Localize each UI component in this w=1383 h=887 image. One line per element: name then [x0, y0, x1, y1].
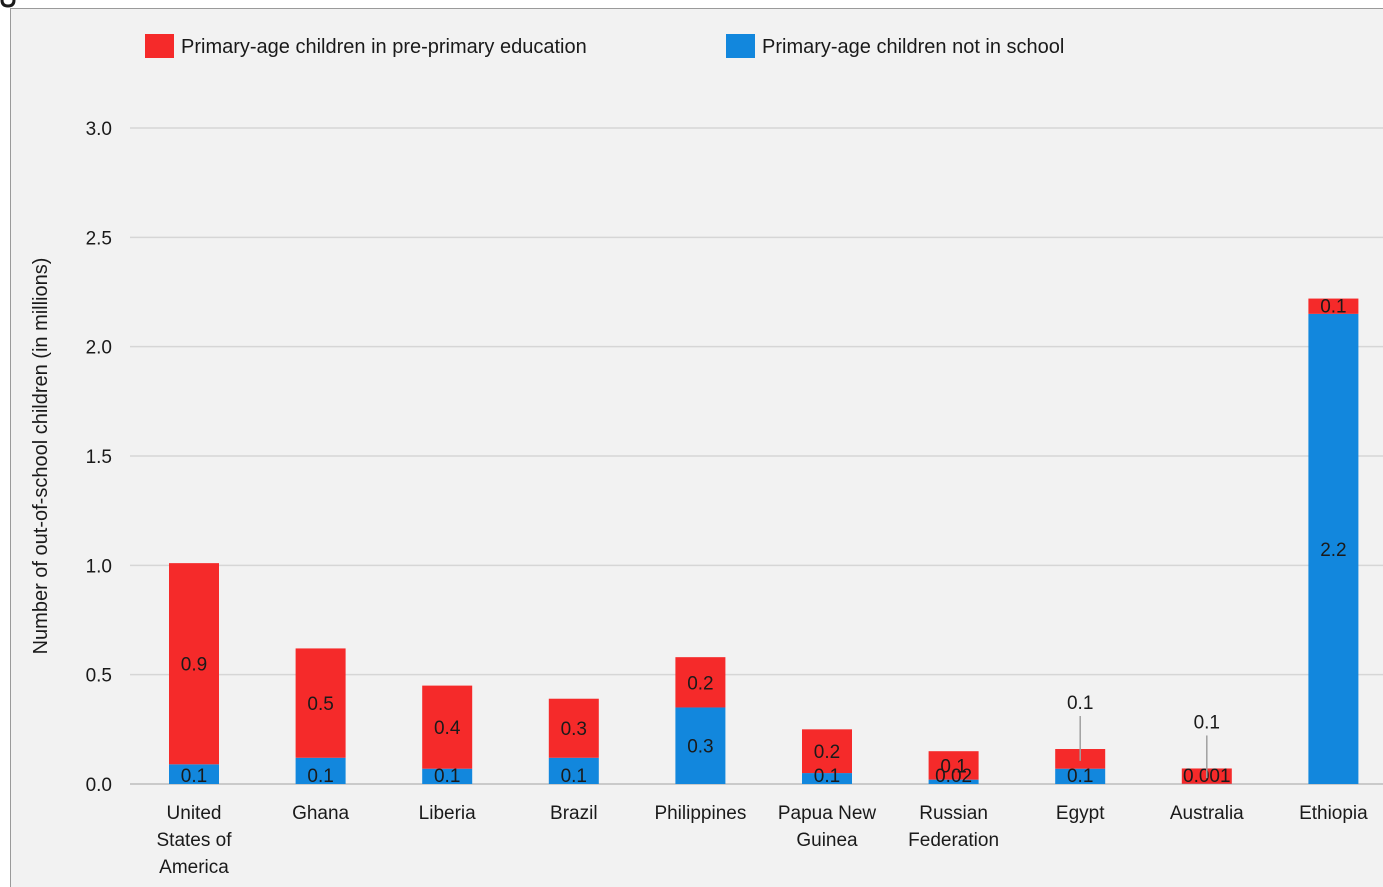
y-tick-label: 2.0	[86, 338, 112, 359]
data-label-not-in-school: 2.2	[1320, 540, 1346, 561]
y-axis-label: Number of out-of-school children (in mil…	[30, 258, 52, 655]
bar-pre-primary	[1308, 298, 1359, 314]
data-label-pre-primary: 0.1	[1194, 712, 1220, 733]
y-tick-label: 2.5	[86, 228, 112, 249]
data-label-not-in-school: 0.1	[434, 766, 460, 787]
data-label-pre-primary: 0.1	[1067, 693, 1093, 714]
data-label-pre-primary: 0.1	[940, 756, 966, 777]
category-label: Guinea	[796, 830, 858, 851]
data-labels: 0.1 0.9 0.1 0.5 0.1 0.4 0.1 0.3 0.3 0.2 0.1 0.2 0.02…	[181, 297, 1347, 787]
data-label-not-in-school: 0.1	[814, 766, 840, 787]
data-label-pre-primary: 0.3	[561, 719, 587, 740]
category-label: America	[159, 857, 229, 878]
bar-pre-primary	[422, 685, 473, 769]
data-label-pre-primary: 0.9	[181, 655, 207, 676]
bar-pre-primary	[928, 751, 979, 780]
y-tick-label: 1.5	[86, 447, 112, 468]
category-label: United	[167, 803, 222, 824]
category-label: Egypt	[1056, 803, 1105, 824]
data-label-not-in-school: 0.02	[935, 766, 972, 787]
category-label: Australia	[1170, 803, 1244, 824]
category-label: Philippines	[654, 803, 746, 824]
data-label-pre-primary: 0.2	[687, 673, 713, 694]
category-label: Liberia	[419, 803, 476, 824]
corner-fragment	[0, 0, 16, 8]
y-axis-ticks: 0.0 0.5 1.0 1.5 2.0 2.5 3.0	[86, 119, 112, 796]
category-label: Papua New	[778, 803, 877, 824]
bar-pre-primary	[169, 563, 219, 765]
data-label-not-in-school: 0.1	[1067, 766, 1093, 787]
category-label: Ethiopia	[1299, 803, 1368, 824]
y-tick-label: 0.0	[86, 775, 112, 796]
category-label: Brazil	[550, 803, 598, 824]
bar-not-in-school	[169, 764, 219, 784]
bar-not-in-school	[548, 757, 599, 784]
data-label-pre-primary: 0.2	[814, 742, 840, 763]
bar-pre-primary	[675, 657, 726, 708]
data-label-not-in-school: 0.1	[181, 766, 207, 787]
category-label: Russian	[919, 803, 988, 824]
category-label: Ghana	[292, 803, 349, 824]
data-label-pre-primary: 0.5	[307, 694, 333, 715]
data-label-not-in-school: 0.1	[307, 766, 333, 787]
bar-not-in-school	[928, 779, 979, 784]
y-tick-label: 0.5	[86, 666, 112, 687]
legend-label: Primary-age children in pre-primary educ…	[181, 36, 587, 58]
category-label: Federation	[908, 830, 999, 851]
bar-not-in-school	[422, 768, 473, 784]
gridlines	[130, 127, 1383, 785]
legend: Primary-age children in pre-primary educ…	[145, 34, 1064, 58]
bars	[169, 298, 1359, 784]
legend-swatch	[726, 34, 755, 58]
bar-not-in-school	[675, 707, 726, 784]
legend-label: Primary-age children not in school	[762, 36, 1064, 58]
data-label-not-in-school: 0.1	[561, 766, 587, 787]
data-label-pre-primary: 0.4	[434, 718, 461, 739]
y-tick-label: 3.0	[86, 119, 112, 140]
bar-not-in-school	[1055, 768, 1106, 784]
y-tick-label: 1.0	[86, 556, 112, 577]
bar-not-in-school	[802, 773, 852, 784]
bar-pre-primary	[802, 729, 852, 774]
bar-not-in-school	[1308, 313, 1359, 784]
x-axis-categories: United States of America Ghana Liberia Brazil…	[157, 803, 1369, 878]
bar-pre-primary	[295, 648, 346, 758]
bar-pre-primary	[548, 698, 599, 758]
data-label-pre-primary: 0.1	[1320, 297, 1346, 318]
bar-not-in-school	[295, 757, 346, 784]
category-label: States of	[157, 830, 233, 851]
data-label-not-in-school: 0.3	[687, 737, 713, 758]
legend-swatch	[145, 34, 174, 58]
